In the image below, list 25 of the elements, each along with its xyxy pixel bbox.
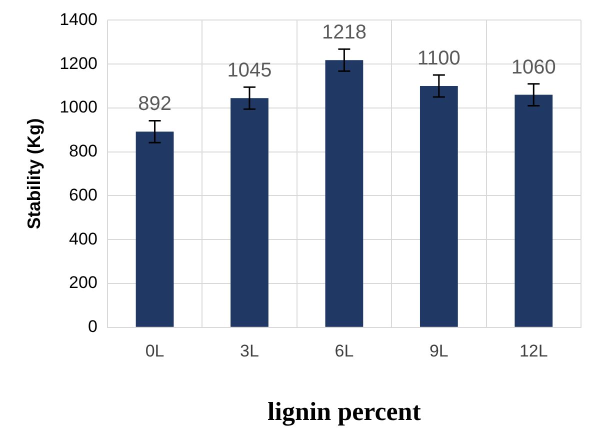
y-axis-title: Stability (Kg) (24, 118, 44, 230)
bar (230, 98, 268, 327)
bar (136, 132, 174, 327)
y-tick-label: 0 (88, 317, 98, 336)
data-label: 1100 (417, 48, 460, 70)
x-tick-label: 0L (145, 341, 164, 360)
bar (514, 94, 553, 327)
x-tick-label: 3L (240, 341, 259, 360)
bar (420, 86, 458, 327)
y-tick-label: 800 (69, 142, 98, 161)
y-tick-label: 600 (69, 185, 98, 204)
y-tick-label: 200 (69, 273, 98, 292)
y-tick-label: 1000 (60, 98, 98, 117)
data-label: 892 (138, 93, 172, 116)
y-tick-label: 400 (69, 229, 98, 248)
x-tick-label: 6L (334, 341, 354, 360)
x-tick-label: 9L (429, 341, 448, 360)
data-label: 1060 (511, 56, 556, 78)
y-tick-label: 1200 (60, 54, 98, 73)
x-tick-label: 12L (519, 341, 548, 360)
data-label: 1218 (322, 22, 366, 44)
bar (325, 60, 364, 327)
data-label: 1045 (227, 60, 272, 82)
y-tick-label: 1400 (60, 10, 98, 29)
x-axis-title: lignin percent (268, 397, 422, 426)
